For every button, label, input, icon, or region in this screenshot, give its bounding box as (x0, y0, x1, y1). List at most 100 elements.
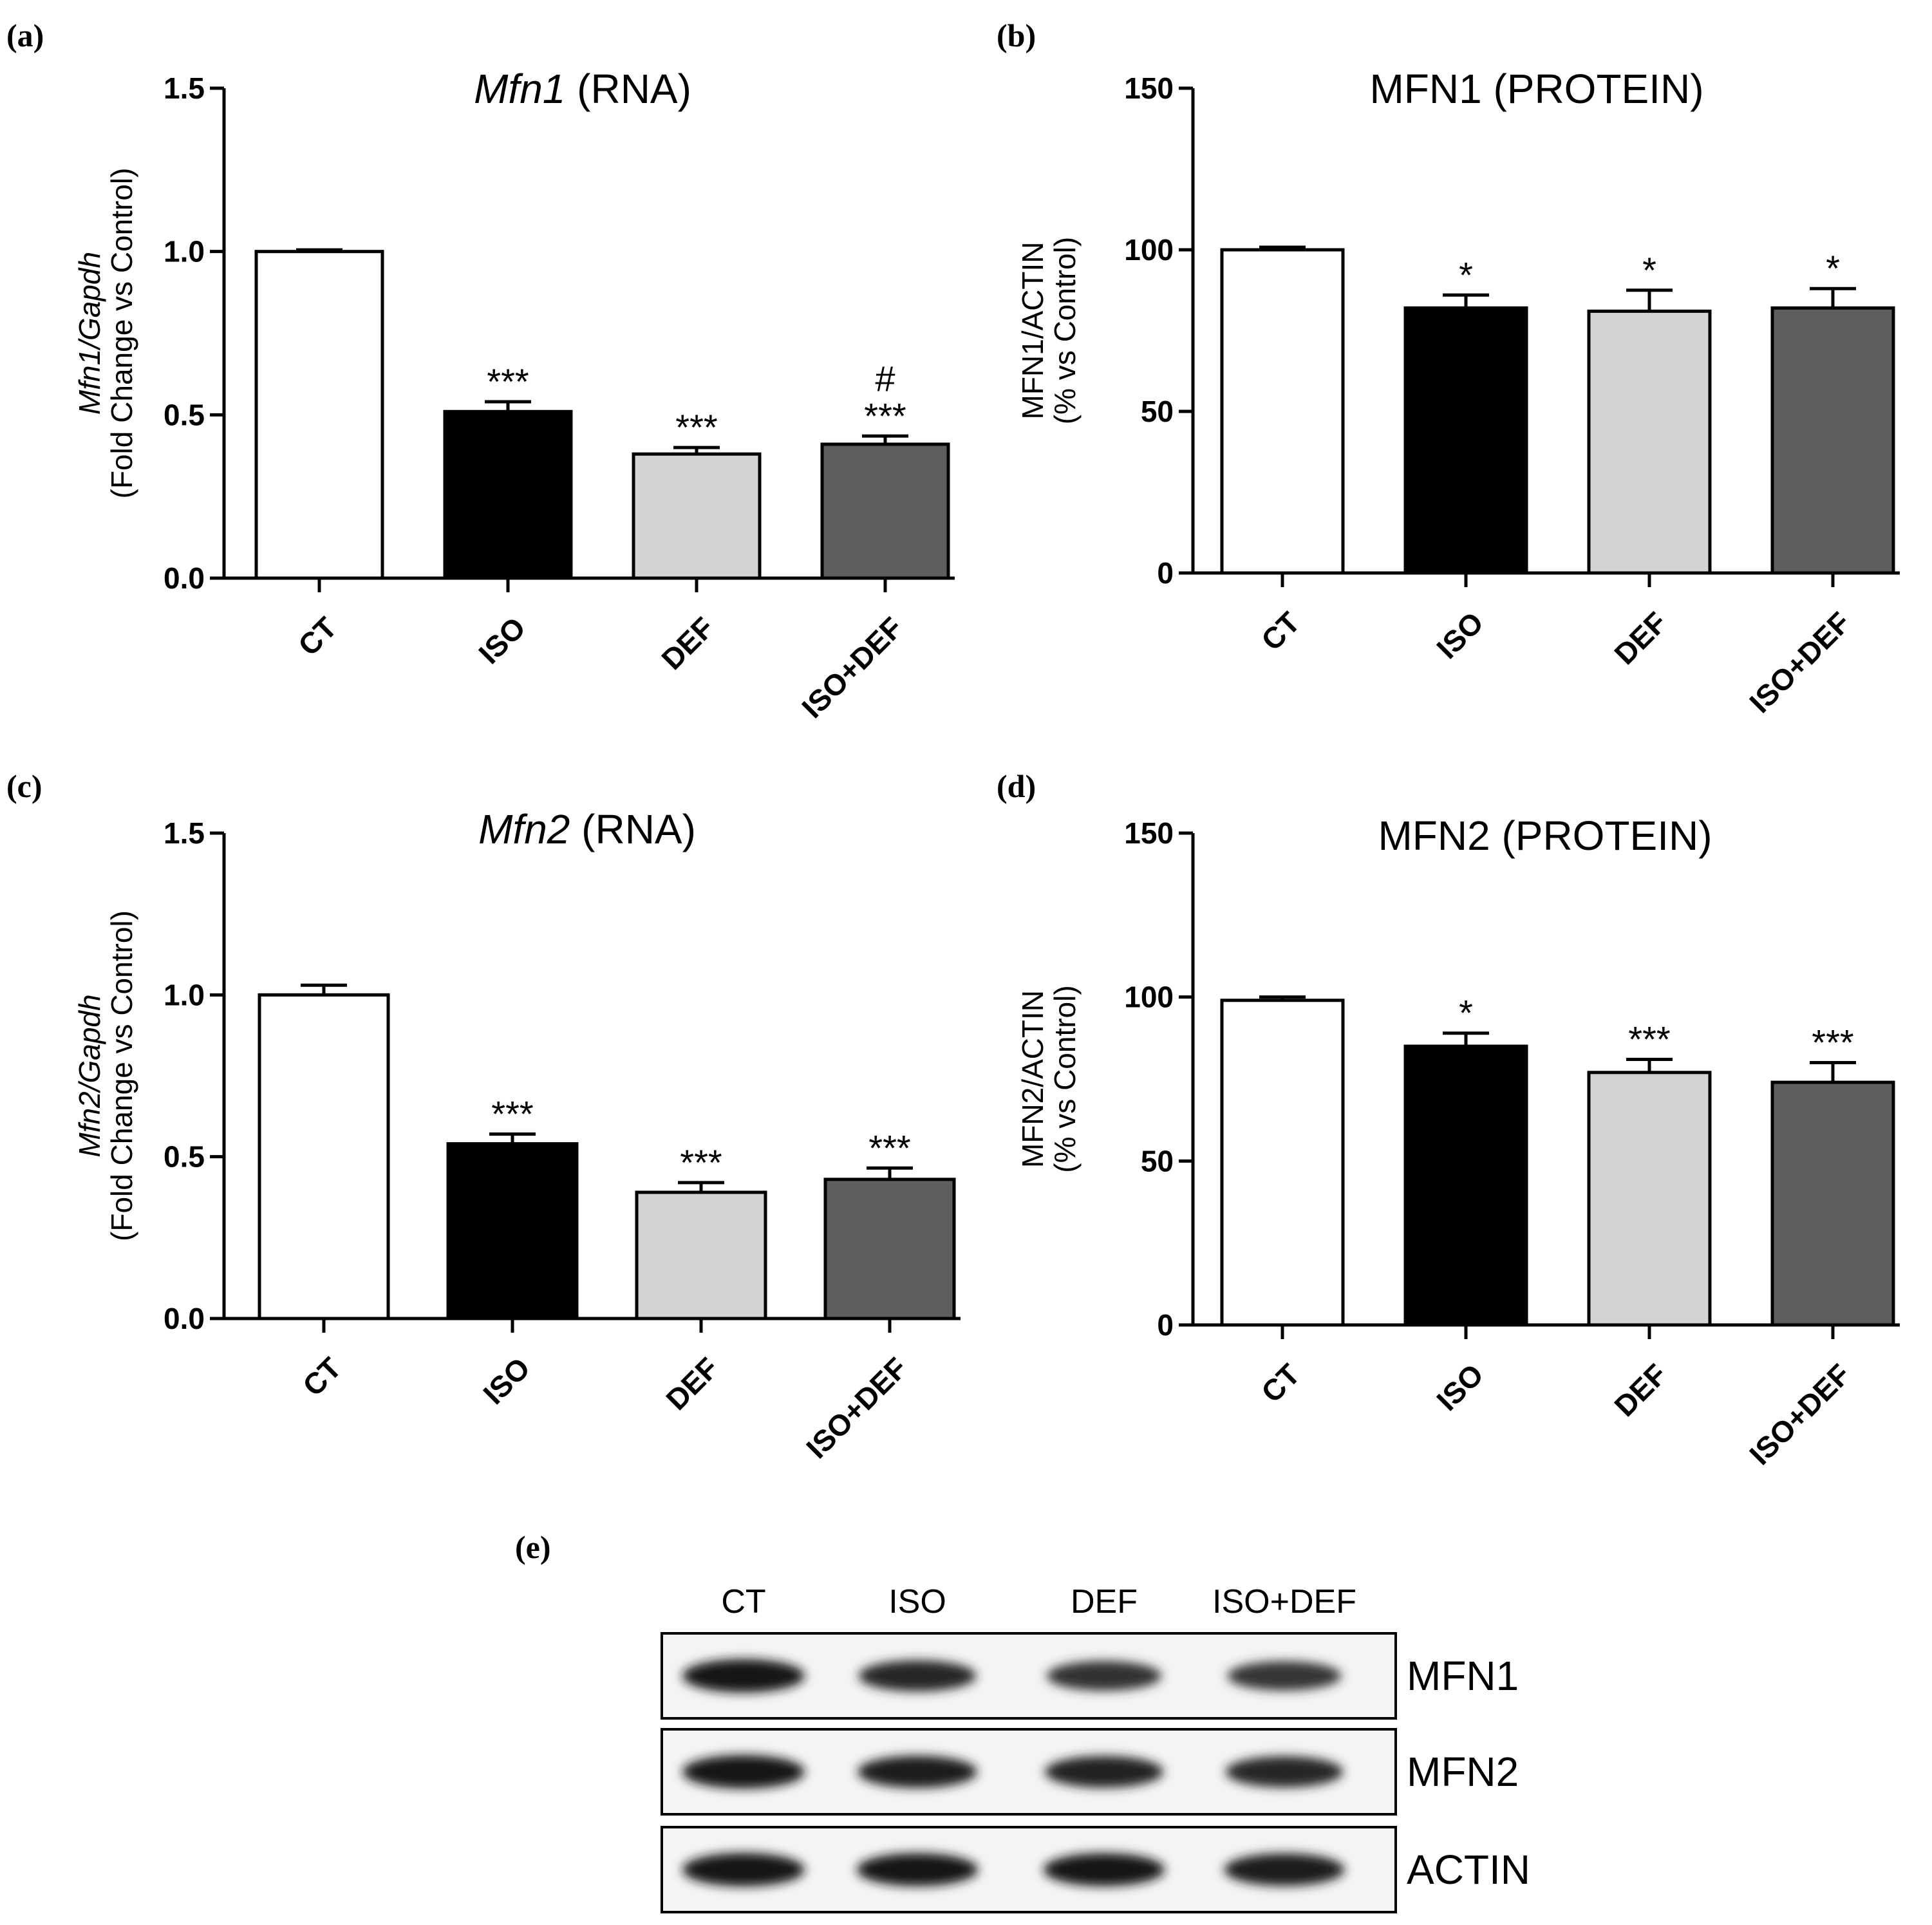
y-tick-label: 0 (1157, 1308, 1174, 1342)
chart-title-text: (RNA) (570, 806, 696, 852)
blot-row-label: MFN2 (1407, 1749, 1519, 1795)
blot-band (1043, 1853, 1165, 1886)
y-tick-label: 1.5 (164, 71, 205, 105)
bar-ct (1220, 248, 1345, 575)
y-axis-label: Mfn2/Gapdh (73, 994, 106, 1157)
bar-def (635, 1190, 767, 1320)
chart-title: Mfn2 (RNA) (478, 806, 696, 852)
x-tick-label: CT (296, 1351, 348, 1402)
y-axis-label-line2: (% vs Control) (1048, 237, 1082, 424)
blot-lane-label: CT (721, 1583, 765, 1620)
bar-iso-def (1770, 306, 1895, 575)
bar-ct (258, 993, 390, 1320)
y-tick-label: 150 (1124, 71, 1174, 105)
chart-panel-c: (c) Mfn2 (RNA) 0.0 0.5 1.0 1.5 Mfn2/Gapdh(Fold… (6, 768, 961, 1465)
significance-marker: *** (868, 1127, 910, 1168)
y-axis-label: MFN2/ACTIN (1016, 990, 1049, 1168)
blot-band (858, 1756, 977, 1788)
chart-panel-d: (d) MFN2 (PROTEIN) 0 50 100 150 MFN2/ACTIN(% v… (997, 768, 1900, 1471)
y-tick-label: 0 (1157, 556, 1174, 590)
charts-root: (a) Mfn1 (RNA) 0.0 0.5 1.0 1.5 Mfn1/Gapdh (Fold… (6, 17, 1900, 1471)
bar-def (1587, 1071, 1712, 1327)
chart-title-text: MFN2 (PROTEIN) (1378, 812, 1712, 859)
y-tick-label: 1.0 (164, 235, 205, 268)
y-tick-label: 50 (1141, 395, 1174, 428)
chart-title: MFN2 (PROTEIN) (1378, 812, 1712, 859)
blot-lane-label: DEF (1071, 1583, 1138, 1620)
x-tick-label: DEF (659, 1351, 725, 1416)
blot-band (1046, 1660, 1162, 1691)
bar-ct (254, 250, 384, 580)
blot-band (856, 1853, 979, 1886)
x-tick-label: ISO+DEF (1743, 605, 1857, 719)
blot-row-actin: ACTIN (661, 1826, 1530, 1913)
blot-band (858, 1660, 977, 1692)
y-axis-label: Mfn1/Gapdh (73, 252, 106, 415)
bar-def (1587, 309, 1712, 575)
chart-title-italic: Mfn1 (474, 66, 565, 112)
bar-ct (1220, 999, 1345, 1327)
panel-letter: (c) (6, 768, 42, 804)
panel-letter: (d) (997, 768, 1036, 804)
blot-band (1224, 1853, 1345, 1886)
x-tick-label: ISO+DEF (800, 1351, 914, 1465)
y-tick-label: 150 (1124, 816, 1174, 850)
x-tick-label: DEF (1608, 1357, 1673, 1423)
panel-letter: (e) (515, 1529, 551, 1565)
bar-iso-def (1770, 1080, 1895, 1327)
significance-marker: * (1826, 248, 1840, 288)
western-blot: (e) CT ISO DEF ISO+DEF MFN1 MFN2 ACTIN (515, 1529, 1530, 1913)
significance-marker: *** (487, 361, 529, 402)
blot-band (1225, 1756, 1344, 1788)
blot-band (682, 1659, 805, 1693)
chart-title-text: (RNA) (565, 66, 691, 112)
blot-row-label: ACTIN (1407, 1846, 1530, 1893)
panel-letter: (b) (997, 17, 1036, 53)
y-tick-label: 100 (1124, 233, 1174, 267)
significance-marker: *** (491, 1093, 533, 1134)
x-tick-label: ISO (476, 1351, 536, 1411)
blot-row-label: MFN1 (1407, 1653, 1519, 1699)
bar-iso-def (823, 1178, 956, 1320)
chart-panel-b: (b) MFN1 (PROTEIN) 0 50 100 150 MFN1/ACTIN(% v… (997, 17, 1900, 719)
y-axis-label: MFN1/ACTIN (1016, 242, 1049, 420)
bar-iso-def (820, 442, 950, 580)
significance-marker: *** (680, 1142, 722, 1183)
significance-marker: * (1642, 250, 1656, 290)
chart-title: MFN1 (PROTEIN) (1369, 66, 1703, 112)
x-tick-label: ISO (472, 610, 532, 670)
chart-panel-a: (a) Mfn1 (RNA) 0.0 0.5 1.0 1.5 Mfn1/Gapdh(Fold… (6, 17, 955, 724)
blot-row-mfn1: MFN1 (661, 1632, 1519, 1720)
significance-marker: *** (675, 407, 717, 447)
bar-def (632, 452, 762, 580)
blot-band (682, 1853, 805, 1886)
blot-band (1044, 1756, 1164, 1788)
significance-marker: *** (864, 395, 906, 436)
bar-iso (1403, 306, 1528, 575)
blot-band (1227, 1661, 1342, 1691)
y-tick-label: 1.5 (164, 816, 205, 850)
panel-letter: (a) (6, 17, 44, 53)
blot-band (682, 1755, 805, 1789)
x-tick-label: CT (292, 610, 343, 662)
x-tick-label: ISO+DEF (1743, 1357, 1857, 1471)
significance-marker: *** (1812, 1022, 1853, 1063)
significance-marker: * (1459, 993, 1473, 1033)
x-tick-label: CT (1255, 1357, 1306, 1409)
bar-iso (443, 409, 573, 580)
y-tick-label: 0.0 (164, 1302, 205, 1335)
y-axis-label-line2: (Fold Change vs Control) (105, 910, 138, 1241)
blot-lane-label: ISO+DEF (1212, 1583, 1356, 1620)
chart-title: Mfn1 (RNA) (474, 66, 691, 112)
y-tick-label: 50 (1141, 1144, 1174, 1178)
y-tick-label: 1.0 (164, 978, 205, 1011)
y-tick-label: 0.5 (164, 398, 205, 431)
y-tick-label: 100 (1124, 981, 1174, 1014)
significance-marker: * (1459, 254, 1473, 295)
chart-title-italic: Mfn2 (478, 806, 570, 852)
x-tick-label: DEF (655, 610, 720, 676)
blot-lane-label: ISO (888, 1583, 946, 1620)
significance-marker: *** (1628, 1019, 1670, 1059)
bar-iso (1403, 1044, 1528, 1327)
